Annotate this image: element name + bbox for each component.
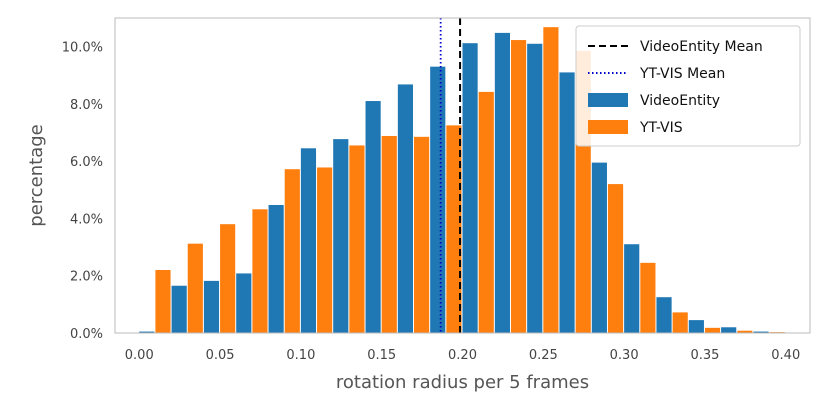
bar-videoentity-6 (333, 139, 349, 333)
x-tick-label: 0.20 (448, 348, 477, 363)
bar-videoentity-12 (527, 43, 543, 333)
bar-yt-vis-12 (543, 27, 559, 334)
bar-yt-vis-0 (155, 270, 171, 333)
bar-videoentity-4 (268, 204, 284, 333)
bar-yt-vis-2 (220, 224, 236, 333)
x-axis-label: rotation radius per 5 frames (336, 372, 589, 393)
y-tick-label: 2.0% (70, 270, 103, 285)
bar-videoentity-0 (139, 331, 155, 333)
bar-yt-vis-17 (704, 327, 721, 333)
x-tick-label: 0.00 (125, 348, 154, 363)
bar-yt-vis-15 (640, 262, 656, 333)
y-tick-label: 0.0% (70, 327, 103, 342)
bars-group (139, 27, 785, 334)
legend-box (575, 25, 801, 147)
bar-yt-vis-3 (252, 209, 268, 333)
reference-lines-group (439, 18, 462, 333)
bar-videoentity-5 (300, 148, 317, 333)
bar-videoentity-19 (753, 331, 769, 333)
bar-videoentity-8 (397, 84, 414, 333)
bar-yt-vis-16 (672, 312, 688, 333)
bar-videoentity-10 (462, 43, 478, 333)
legend-label: VideoEntity Mean (640, 39, 763, 55)
bar-videoentity-18 (721, 327, 737, 333)
bar-yt-vis-5 (317, 167, 333, 333)
x-tick-label: 0.15 (367, 348, 396, 363)
y-tick-label: 4.0% (70, 212, 103, 227)
bar-videoentity-9 (430, 66, 446, 333)
bar-yt-vis-7 (381, 135, 397, 333)
bar-yt-vis-8 (414, 136, 430, 333)
y-tick-label: 8.0% (70, 98, 103, 113)
legend-color-swatch (588, 93, 628, 107)
bar-yt-vis-14 (607, 184, 624, 333)
legend-label: VideoEntity (640, 93, 720, 109)
bar-yt-vis-6 (349, 145, 365, 333)
legend: VideoEntity Mean YT-VIS Mean VideoEntity YT… (575, 25, 801, 147)
x-tick-label: 0.25 (529, 348, 558, 363)
bar-videoentity-15 (624, 244, 640, 333)
x-tick-label: 0.35 (690, 348, 719, 363)
bar-yt-vis-18 (737, 330, 753, 333)
y-tick-label: 10.0% (62, 41, 103, 56)
plot-frame (114, 17, 811, 334)
bar-videoentity-11 (494, 32, 510, 334)
legend-label: YT-VIS Mean (639, 66, 725, 82)
bar-videoentity-3 (236, 273, 252, 333)
legend-color-swatch (588, 120, 628, 134)
bar-yt-vis-11 (510, 40, 527, 334)
bar-yt-vis-1 (187, 243, 203, 333)
y-tick-labels: 0.0% 2.0% 4.0% 6.0% 8.0% 10.0% (62, 41, 103, 342)
bar-videoentity-1 (171, 285, 187, 333)
bar-videoentity-16 (656, 297, 672, 333)
legend-label: YT-VIS (639, 120, 683, 136)
bar-videoentity-2 (203, 280, 220, 333)
bar-yt-vis-4 (284, 169, 300, 333)
x-tick-label: 0.30 (610, 348, 639, 363)
y-tick-label: 6.0% (70, 155, 103, 170)
y-axis-label: percentage (26, 124, 47, 226)
x-tick-label: 0.05 (206, 348, 235, 363)
bar-videoentity-13 (559, 72, 575, 333)
x-tick-labels: 0.00 0.05 0.10 0.15 0.20 0.25 0.30 0.35 0.40 (125, 348, 800, 363)
bar-yt-vis-9 (446, 125, 462, 334)
x-tick-label: 0.40 (771, 348, 800, 363)
bar-videoentity-14 (591, 162, 607, 333)
bar-yt-vis-10 (478, 91, 494, 333)
x-tick-label: 0.10 (286, 348, 315, 363)
bar-videoentity-17 (688, 320, 704, 333)
bar-videoentity-7 (365, 101, 381, 333)
